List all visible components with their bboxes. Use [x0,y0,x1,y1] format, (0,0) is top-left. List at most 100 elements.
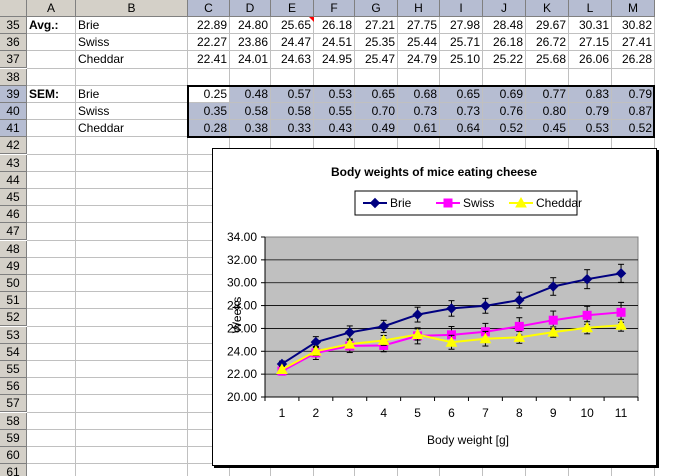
row-header-61[interactable]: 61 [0,464,27,476]
column-header-g[interactable]: G [355,0,398,17]
cell-a37[interactable] [27,51,76,69]
cell-a44[interactable] [27,171,76,189]
cell-e40[interactable]: 0.58 [271,103,314,121]
cell-f35[interactable]: 26.18 [314,17,355,35]
cell-h39[interactable]: 0.68 [398,85,440,103]
cell-m61[interactable] [612,464,655,476]
cell-l41[interactable]: 0.53 [569,120,612,138]
row-header-49[interactable]: 49 [0,257,27,275]
row-header-59[interactable]: 59 [0,429,27,447]
cell-i38[interactable] [440,68,483,86]
cell-a39[interactable]: SEM: [27,85,76,103]
cell-b54[interactable] [76,343,188,361]
row-header-41[interactable]: 41 [0,120,27,138]
cell-b35[interactable]: Brie [76,17,188,35]
cell-m36[interactable]: 27.41 [612,34,655,52]
cell-i61[interactable] [440,464,483,476]
cell-j35[interactable]: 28.48 [483,17,526,35]
cell-h38[interactable] [398,68,440,86]
column-header-l[interactable]: L [569,0,612,17]
cell-b56[interactable] [76,378,188,396]
cell-a41[interactable] [27,120,76,138]
cell-a36[interactable] [27,34,76,52]
cell-a51[interactable] [27,292,76,310]
row-header-51[interactable]: 51 [0,292,27,310]
cell-c35[interactable]: 22.89 [188,17,230,35]
column-header-a[interactable]: A [27,0,76,17]
cell-f36[interactable]: 24.51 [314,34,355,52]
cell-h40[interactable]: 0.73 [398,103,440,121]
cell-h37[interactable]: 24.79 [398,51,440,69]
cell-d39[interactable]: 0.48 [230,85,271,103]
cell-a50[interactable] [27,275,76,293]
column-header-h[interactable]: H [398,0,440,17]
cell-a40[interactable] [27,103,76,121]
cell-d36[interactable]: 23.86 [230,34,271,52]
cell-a60[interactable] [27,447,76,465]
cell-c41[interactable]: 0.28 [188,120,230,138]
cell-b43[interactable] [76,154,188,172]
cell-b45[interactable] [76,189,188,207]
row-header-35[interactable]: 35 [0,17,27,34]
cell-a42[interactable] [27,137,76,155]
cell-i36[interactable]: 25.71 [440,34,483,52]
cell-a43[interactable] [27,154,76,172]
row-header-58[interactable]: 58 [0,412,27,430]
cell-a38[interactable] [27,68,76,86]
cell-j39[interactable]: 0.69 [483,85,526,103]
column-header-d[interactable]: D [230,0,271,17]
cell-b61[interactable] [76,464,188,476]
row-header-56[interactable]: 56 [0,378,27,396]
cell-l61[interactable] [569,464,612,476]
cell-j38[interactable] [483,68,526,86]
cell-a46[interactable] [27,206,76,224]
cell-d41[interactable]: 0.38 [230,120,271,138]
row-header-40[interactable]: 40 [0,103,27,120]
cell-l35[interactable]: 30.31 [569,17,612,35]
cell-f38[interactable] [314,68,355,86]
cell-a56[interactable] [27,378,76,396]
cell-a47[interactable] [27,223,76,241]
cell-b41[interactable]: Cheddar [76,120,188,138]
row-header-38[interactable]: 38 [0,68,27,86]
cell-i40[interactable]: 0.73 [440,103,483,121]
row-header-45[interactable]: 45 [0,189,27,206]
cell-a59[interactable] [27,429,76,447]
cell-c37[interactable]: 22.41 [188,51,230,69]
cell-a45[interactable] [27,189,76,207]
cell-i35[interactable]: 27.98 [440,17,483,35]
cell-m38[interactable] [612,68,655,86]
cell-h36[interactable]: 25.44 [398,34,440,52]
cell-k38[interactable] [526,68,569,86]
cell-l40[interactable]: 0.79 [569,103,612,121]
cell-g40[interactable]: 0.70 [355,103,398,121]
cell-k41[interactable]: 0.45 [526,120,569,138]
cell-d61[interactable] [230,464,271,476]
row-header-57[interactable]: 57 [0,395,27,413]
cell-m40[interactable]: 0.87 [612,103,655,121]
cell-b52[interactable] [76,309,188,327]
cell-b60[interactable] [76,447,188,465]
row-header-54[interactable]: 54 [0,343,27,361]
row-header-46[interactable]: 46 [0,206,27,224]
cell-e41[interactable]: 0.33 [271,120,314,138]
cell-b57[interactable] [76,395,188,413]
column-header-c[interactable]: C [188,0,230,17]
cell-b44[interactable] [76,171,188,189]
cell-a35[interactable]: Avg.: [27,17,76,35]
row-header-53[interactable]: 53 [0,326,27,344]
cell-l38[interactable] [569,68,612,86]
row-header-37[interactable]: 37 [0,51,27,69]
cell-h61[interactable] [398,464,440,476]
cell-k39[interactable]: 0.77 [526,85,569,103]
row-header-48[interactable]: 48 [0,240,27,258]
cell-a48[interactable] [27,240,76,258]
cell-h41[interactable]: 0.61 [398,120,440,138]
cell-c61[interactable] [188,464,230,476]
cell-e38[interactable] [271,68,314,86]
cell-a49[interactable] [27,257,76,275]
row-header-44[interactable]: 44 [0,171,27,189]
column-header-i[interactable]: I [440,0,483,17]
row-header-39[interactable]: 39 [0,85,27,103]
cell-k40[interactable]: 0.80 [526,103,569,121]
